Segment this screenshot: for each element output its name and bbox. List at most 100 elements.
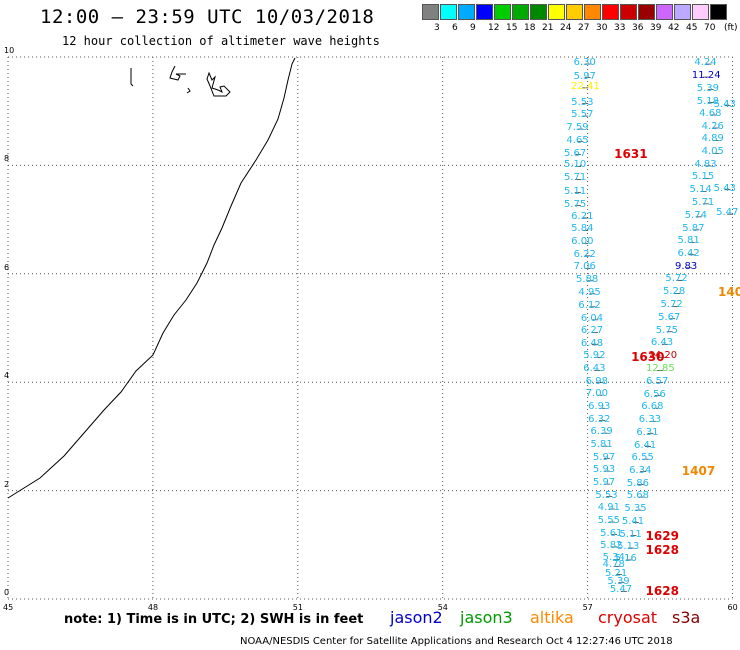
wave-height-value: 5.39: [696, 82, 720, 94]
wave-height-value: 5.97: [592, 451, 616, 463]
wave-height-value: 5.97: [573, 70, 596, 82]
color-swatch: [638, 4, 655, 20]
wave-height-value: 5.81: [590, 439, 613, 451]
island: [206, 71, 231, 97]
longitude-label: 48: [147, 603, 159, 612]
wave-height-value: 5.16: [614, 552, 637, 564]
longitude-label: 54: [437, 603, 448, 612]
wave-height-value: 5.92: [583, 350, 606, 362]
wave-height-value: 5.15: [691, 171, 715, 183]
latitude-label: 10: [4, 46, 15, 55]
wave-height-value: 5.43: [713, 98, 736, 110]
wave-height-value: 5.39: [607, 575, 630, 587]
wave-height-value: 5.53: [595, 489, 618, 501]
pass-time-label: 1407: [681, 463, 716, 478]
coastline: [7, 57, 296, 499]
color-swatch: [458, 4, 475, 20]
color-scale-tick: 3: [434, 23, 440, 33]
wave-height-value: 6.12: [578, 299, 601, 311]
color-scale-tick: 15: [506, 23, 518, 33]
wave-height-value: 4.65: [566, 134, 589, 146]
color-swatch: [566, 4, 583, 20]
color-scale-tick: 9: [470, 23, 476, 33]
pass-time-label: 1628: [645, 584, 679, 599]
wave-height-value: 6.41: [633, 439, 657, 451]
color-scale-tick: 36: [632, 23, 644, 33]
wave-height-value: 5.55: [597, 515, 621, 527]
wave-height-value: 4.91: [597, 502, 621, 514]
wave-height-value: 5.14: [689, 184, 712, 196]
color-scale-tick: 12: [488, 23, 500, 33]
wave-height-value: 6.30: [573, 57, 596, 69]
wave-height-value: 6.57: [646, 375, 669, 387]
longitude-label: 45: [3, 603, 14, 612]
wave-height-value: 4.05: [701, 146, 724, 158]
pass-time-label: 1630: [631, 349, 665, 364]
wave-height-value: 9.83: [675, 260, 698, 272]
satellite-name: jason2: [390, 608, 443, 627]
wave-height-value: 4.26: [701, 121, 724, 132]
color-swatch: [422, 4, 439, 20]
wave-height-value: 5.11: [563, 185, 587, 197]
wave-height-value: 5.82: [600, 539, 623, 551]
wave-height-value: 6.34: [629, 464, 652, 476]
latitude-label: 6: [4, 262, 10, 272]
color-swatch: [620, 4, 637, 20]
island: [169, 65, 186, 81]
latitude-label: 2: [4, 479, 10, 489]
wave-height-value: 6.93: [588, 401, 611, 413]
wave-height-value: 6.43: [583, 363, 606, 375]
pass-time-label: 1629: [645, 528, 679, 543]
wave-height-value: 5.72: [665, 273, 688, 285]
wave-height-value: 6.68: [641, 401, 664, 413]
lat-lon-grid: [7, 56, 733, 600]
wave-height-value: 5.47: [609, 584, 633, 596]
wave-height-value: 5.75: [655, 324, 678, 336]
wave-height-value: 5.34: [602, 552, 625, 564]
color-swatch: [710, 4, 727, 20]
wave-height-value: 6.48: [580, 337, 604, 349]
wave-height-value: 5.74: [684, 209, 707, 221]
wave-height-value: 22.41: [571, 80, 600, 92]
wave-height-value: 5.35: [624, 503, 647, 515]
wave-height-value: 6.32: [588, 413, 611, 425]
wave-height-value: 5.43: [713, 182, 736, 194]
wave-height-value: 5.53: [571, 96, 594, 108]
wave-height-value: 5.71: [691, 196, 715, 208]
island: [130, 68, 134, 87]
wave-height-value: 5.71: [563, 172, 587, 184]
wave-height-value: 5.86: [626, 477, 649, 489]
longitude-label: 51: [292, 603, 303, 612]
wave-height-value: 5.75: [563, 198, 587, 210]
wave-height-value: 34.20: [648, 350, 678, 362]
longitude-label: 60: [727, 603, 738, 612]
wave-height-value: 6.22: [573, 248, 596, 260]
wave-height-value: 6.43: [650, 337, 674, 349]
wave-height-value: 7.59: [566, 122, 589, 134]
wave-height-value: 7.06: [573, 261, 596, 273]
color-scale-unit: (ft): [724, 23, 738, 33]
color-scale-tick: 6: [452, 23, 458, 33]
wave-height-value: 7.00: [585, 388, 608, 400]
wave-height-value: 5.21: [604, 567, 628, 579]
latitude-label: 8: [4, 154, 10, 164]
wave-height-value: 6.42: [677, 247, 700, 259]
color-scale-tick: 30: [596, 23, 608, 33]
wave-height-value: 5.72: [660, 299, 683, 311]
wave-height-value: 6.56: [643, 388, 666, 400]
footer-note: note: 1) Time is in UTC; 2) SWH is in fe…: [64, 612, 364, 627]
color-scale-tick: 45: [686, 23, 698, 33]
wave-height-value: 5.97: [592, 477, 616, 489]
longitude-label: 57: [582, 603, 593, 612]
satellite-name: altika: [530, 608, 574, 627]
wave-height-value: 5.28: [662, 286, 686, 298]
color-swatch: [692, 4, 709, 20]
island: [186, 87, 191, 94]
wave-height-value: 5.11: [619, 528, 642, 540]
color-scale-tick: 18: [524, 23, 536, 33]
color-swatch: [512, 4, 529, 20]
color-swatch: [530, 4, 547, 20]
latitude-label: 0: [4, 588, 10, 597]
wave-height-value: 5.47: [716, 207, 739, 219]
